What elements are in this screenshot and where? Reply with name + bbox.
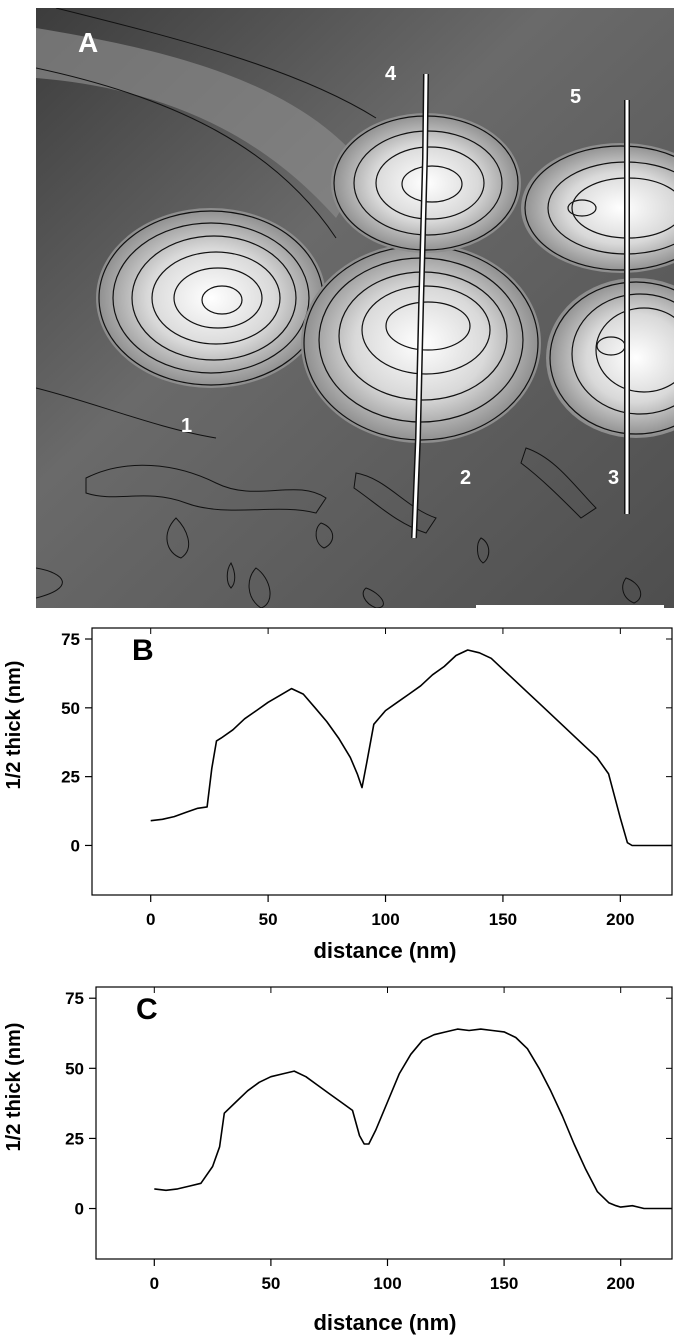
line-label-3: 3 — [608, 467, 619, 489]
x-tick-label: 200 — [606, 910, 634, 929]
background-contour — [85, 464, 327, 514]
background-contour — [248, 567, 271, 608]
profile-series-line — [154, 1028, 672, 1210]
background-contour — [477, 537, 490, 564]
line-label-5: 5 — [570, 86, 581, 108]
background-contour — [36, 387, 217, 439]
background-contour — [226, 562, 236, 589]
line-chart-b: 1/2 thick (nm) 0 50 100 150 200 0 25 50 75 B dist… — [3, 627, 673, 963]
particle-5 — [521, 143, 674, 273]
scale-bar — [476, 605, 664, 608]
background-contour — [166, 517, 190, 559]
particle-3 — [546, 278, 674, 438]
y-axis-label: 1/2 thick (nm) — [3, 661, 25, 790]
panel-a-letter: A — [78, 27, 98, 58]
contour-map-svg: A 4 5 1 2 3 — [36, 8, 674, 608]
line-label-4: 4 — [385, 63, 397, 85]
particle-1 — [96, 208, 326, 388]
background-contour — [622, 577, 642, 604]
line-label-2: 2 — [460, 467, 471, 489]
y-axis-label: 1/2 thick (nm) — [3, 1023, 25, 1152]
x-tick-label: 150 — [489, 910, 517, 929]
y-tick-label: 25 — [61, 768, 80, 787]
y-tick-label: 0 — [75, 1200, 84, 1219]
y-tick-label: 75 — [61, 630, 80, 649]
x-tick-label: 0 — [150, 1274, 159, 1293]
x-tick-label: 150 — [490, 1274, 518, 1293]
panel-letter: B — [132, 634, 154, 667]
plot-frame — [95, 986, 673, 1260]
profile-line-b — [412, 73, 428, 539]
profile-series-line — [150, 649, 672, 847]
y-tick-label: 50 — [61, 699, 80, 718]
background-contour — [315, 522, 334, 549]
x-tick-label: 100 — [371, 910, 399, 929]
background-contour — [353, 472, 437, 534]
background-contour — [520, 447, 597, 519]
plot-frame — [91, 627, 673, 896]
x-tick-label: 50 — [259, 910, 278, 929]
x-axis-label: distance (nm) — [313, 1310, 456, 1335]
x-tick-label: 200 — [607, 1274, 635, 1293]
ridge-contour — [55, 8, 377, 119]
contour-map-image: A 4 5 1 2 3 — [36, 8, 674, 608]
y-tick-label: 50 — [65, 1059, 84, 1078]
y-tick-label: 75 — [65, 989, 84, 1008]
panel-letter: C — [136, 993, 158, 1026]
y-tick-label: 25 — [65, 1129, 84, 1148]
line-chart-c: 1/2 thick (nm) 0 50 100 150 200 0 25 50 75 C dist… — [3, 986, 673, 1335]
x-tick-label: 0 — [146, 910, 155, 929]
background-contour — [362, 587, 384, 608]
x-axis-label: distance (nm) — [313, 938, 456, 963]
x-tick-label: 100 — [373, 1274, 401, 1293]
line-label-1: 1 — [181, 415, 192, 437]
ridge-contour — [36, 67, 337, 239]
background-contour — [36, 567, 63, 599]
x-tick-label: 50 — [261, 1274, 280, 1293]
y-tick-label: 0 — [71, 836, 80, 855]
upper-ridge — [36, 28, 366, 218]
